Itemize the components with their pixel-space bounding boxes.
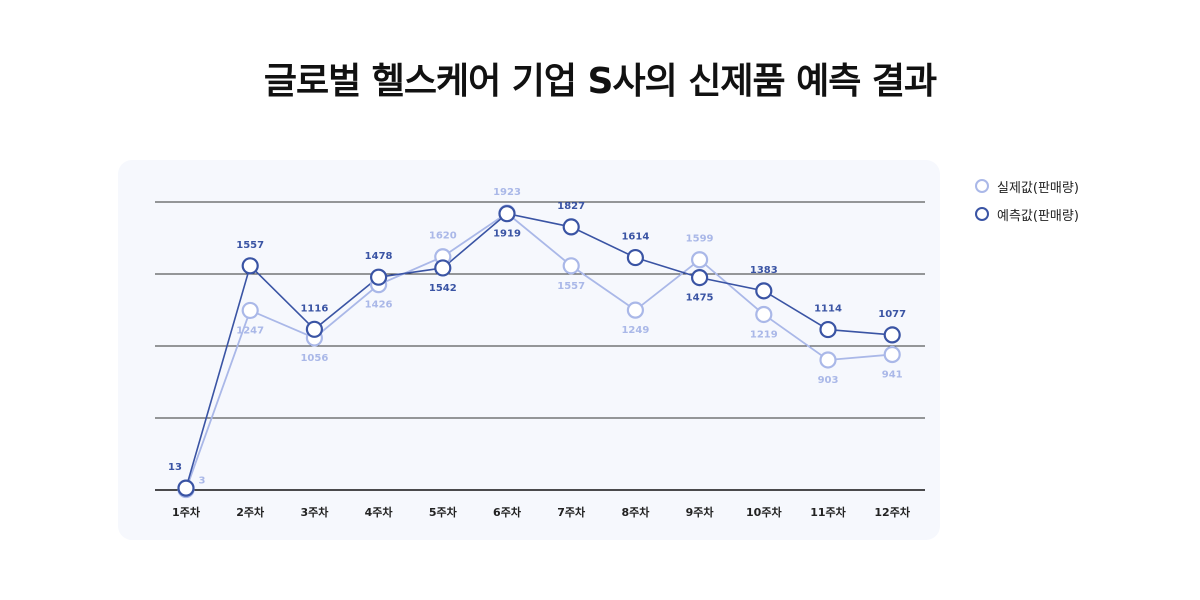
predicted-point — [883, 326, 901, 344]
predicted-data-label: 1557 — [236, 240, 264, 251]
predicted-data-label: 1475 — [686, 293, 714, 304]
legend-item-actual: 실제값(판매량) — [975, 176, 1079, 196]
x-tick-label: 5주차 — [429, 505, 458, 519]
x-tick-label: 9주차 — [686, 505, 715, 519]
actual-data-label: 3 — [199, 476, 206, 487]
legend-marker-predicted — [975, 207, 989, 221]
predicted-point — [434, 259, 452, 277]
x-tick-label: 6주차 — [493, 505, 522, 519]
x-tick-label: 10주차 — [746, 505, 782, 519]
x-tick-label: 12주차 — [874, 505, 910, 519]
predicted-data-label: 1077 — [878, 309, 906, 320]
x-tick-label: 11주차 — [810, 505, 846, 519]
predicted-data-label: 1114 — [814, 304, 842, 315]
actual-data-label: 1620 — [429, 231, 457, 242]
actual-data-label: 1219 — [750, 329, 778, 340]
actual-series-line — [185, 211, 893, 490]
x-tick-label: 7주차 — [557, 505, 586, 519]
x-tick-label: 8주차 — [621, 505, 650, 519]
predicted-data-label: 1614 — [621, 232, 649, 243]
predicted-point — [177, 479, 195, 497]
actual-point — [819, 351, 837, 369]
actual-data-label: 1249 — [621, 325, 649, 336]
predicted-point — [498, 205, 516, 223]
actual-point — [626, 301, 645, 319]
x-tick-label: 1주차 — [172, 505, 201, 519]
actual-data-label: 1557 — [557, 281, 585, 292]
predicted-data-label: 1542 — [429, 283, 457, 294]
predicted-point — [562, 218, 580, 236]
predicted-point — [690, 269, 709, 287]
predicted-data-label: 1478 — [365, 251, 393, 262]
legend: 실제값(판매량) 예측값(판매량) — [975, 176, 1079, 232]
predicted-point — [755, 282, 773, 300]
actual-data-label: 1923 — [493, 187, 521, 198]
predicted-data-label: 1919 — [493, 229, 521, 240]
predicted-point — [305, 320, 323, 338]
actual-point — [883, 345, 901, 364]
actual-data-label: 1056 — [300, 353, 328, 364]
actual-data-label: 903 — [818, 375, 839, 386]
actual-data-label: 1426 — [365, 300, 393, 311]
predicted-series-line — [185, 212, 893, 489]
predicted-point — [370, 268, 388, 286]
actual-data-label: 1599 — [686, 234, 714, 245]
legend-item-predicted: 예측값(판매량) — [975, 204, 1079, 224]
actual-point — [690, 251, 709, 269]
x-tick-label: 4주차 — [365, 505, 394, 519]
predicted-data-label: 1116 — [300, 303, 328, 314]
actual-point — [755, 305, 773, 324]
predicted-data-label: 13 — [168, 462, 182, 473]
actual-data-label: 941 — [882, 369, 903, 380]
legend-label-actual: 실제값(판매량) — [997, 180, 1079, 196]
chart-title: 글로벌 헬스케어 기업 S사의 신제품 예측 결과 — [263, 61, 937, 102]
predicted-point — [626, 248, 645, 267]
plot-panel — [118, 160, 940, 540]
predicted-data-label: 1827 — [557, 201, 585, 212]
predicted-point — [819, 320, 837, 339]
predicted-point — [241, 257, 259, 275]
actual-point — [241, 301, 259, 320]
legend-label-predicted: 예측값(판매량) — [997, 208, 1079, 224]
legend-marker-actual — [975, 179, 989, 193]
actual-data-label: 1247 — [236, 325, 264, 336]
x-tick-label: 2주차 — [236, 505, 265, 519]
x-tick-label: 3주차 — [300, 505, 329, 519]
predicted-data-label: 1383 — [750, 265, 778, 276]
actual-point — [562, 257, 580, 275]
